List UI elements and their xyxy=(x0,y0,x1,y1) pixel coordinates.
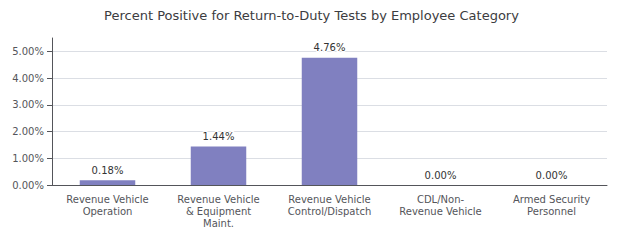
svg-text:Revenue Vehicle: Revenue Vehicle xyxy=(399,206,482,217)
svg-text:0.00%: 0.00% xyxy=(536,170,568,181)
svg-text:Personnel: Personnel xyxy=(527,206,576,217)
svg-text:Revenue Vehicle: Revenue Vehicle xyxy=(177,194,260,205)
svg-text:& Equipment: & Equipment xyxy=(186,206,251,217)
svg-text:0.18%: 0.18% xyxy=(92,165,124,176)
svg-text:Revenue Vehicle: Revenue Vehicle xyxy=(288,194,371,205)
svg-text:Percent Positive for Return-to: Percent Positive for Return-to-Duty Test… xyxy=(104,8,519,23)
svg-text:0.00%: 0.00% xyxy=(425,170,457,181)
svg-text:CDL/Non-: CDL/Non- xyxy=(417,194,465,205)
svg-text:4.76%: 4.76% xyxy=(314,42,346,53)
svg-text:4.00%: 4.00% xyxy=(12,73,44,84)
svg-text:2.00%: 2.00% xyxy=(12,126,44,137)
svg-text:1.00%: 1.00% xyxy=(12,153,44,164)
svg-text:0.00%: 0.00% xyxy=(12,180,44,191)
svg-text:1.44%: 1.44% xyxy=(203,131,235,142)
svg-text:5.00%: 5.00% xyxy=(12,46,44,57)
svg-text:Maint.: Maint. xyxy=(203,218,234,229)
svg-text:Armed Security: Armed Security xyxy=(513,194,590,205)
svg-text:Control/Dispatch: Control/Dispatch xyxy=(288,206,371,217)
svg-text:3.00%: 3.00% xyxy=(12,99,44,110)
svg-text:Operation: Operation xyxy=(83,206,133,217)
svg-text:Revenue Vehicle: Revenue Vehicle xyxy=(66,194,149,205)
